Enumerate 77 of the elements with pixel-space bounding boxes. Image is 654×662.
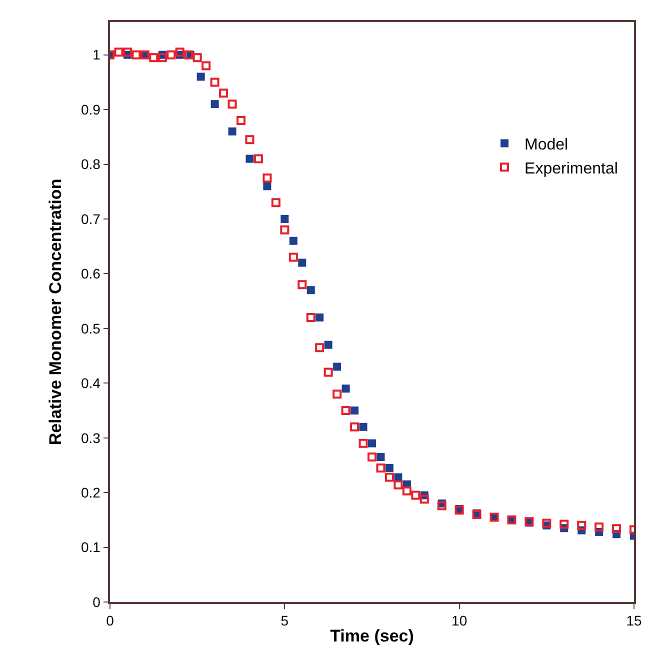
x-tick-label: 10 [452, 612, 468, 629]
point [196, 72, 205, 81]
point [402, 486, 412, 496]
point [324, 368, 333, 377]
point [358, 438, 368, 448]
point [236, 116, 246, 125]
y-tick-label: 0.4 [80, 375, 101, 392]
point [219, 88, 228, 98]
point [333, 362, 342, 371]
legend-label: Model [524, 136, 568, 154]
point [376, 463, 386, 472]
point [359, 422, 368, 431]
y-tick-label: 0.6 [80, 266, 101, 282]
point [254, 154, 263, 164]
point [246, 154, 254, 163]
point [263, 182, 272, 190]
point [332, 390, 342, 399]
point [271, 198, 280, 208]
y-tick-label: 1 [92, 46, 101, 63]
y-tick-label: 0.7 [80, 210, 101, 227]
point [298, 280, 307, 290]
point [114, 48, 124, 57]
point [262, 173, 272, 182]
point [350, 406, 359, 414]
point [594, 522, 604, 532]
point [341, 406, 350, 415]
point [210, 100, 219, 108]
point [384, 472, 394, 482]
point [368, 452, 376, 462]
point [306, 312, 316, 322]
point [175, 48, 184, 57]
y-tick-label: 0.5 [80, 320, 101, 336]
point [298, 258, 306, 267]
point [288, 252, 298, 262]
legend-label: Experimental [524, 160, 618, 178]
x-axis-title: Time (sec) [330, 626, 414, 646]
point [612, 524, 622, 534]
point [316, 313, 324, 322]
point [385, 464, 394, 472]
x-tick-label: 15 [626, 612, 642, 629]
point [289, 236, 298, 245]
point [166, 50, 176, 60]
point [280, 214, 289, 223]
point [542, 518, 552, 528]
point [228, 100, 237, 109]
y-axis-title: Relative Monomer Concentration [46, 178, 66, 446]
point [245, 135, 254, 144]
y-tick-label: 0.3 [80, 430, 101, 446]
x-tick-label: 5 [280, 612, 289, 629]
point [202, 61, 211, 70]
point [210, 78, 220, 87]
point [350, 422, 360, 432]
point [437, 501, 446, 510]
point [560, 520, 569, 529]
y-tick-label: 0.2 [80, 484, 101, 500]
point [411, 490, 420, 500]
point [420, 494, 429, 504]
y-tick-label: 0 [92, 594, 101, 610]
point [306, 286, 315, 294]
point [228, 127, 236, 136]
point [158, 53, 167, 62]
point [315, 343, 324, 352]
point [368, 439, 376, 448]
y-tick-label: 0.9 [80, 101, 101, 118]
point [280, 225, 290, 234]
y-tick-label: 0.1 [80, 539, 101, 556]
point [324, 340, 332, 349]
point [149, 53, 158, 62]
y-tick-label: 0.8 [80, 156, 101, 172]
x-tick-label: 0 [106, 612, 114, 629]
point [394, 480, 403, 490]
point [342, 384, 350, 393]
point [122, 48, 132, 57]
point [577, 520, 586, 530]
point [192, 53, 202, 62]
point [376, 453, 385, 461]
point [132, 50, 141, 60]
